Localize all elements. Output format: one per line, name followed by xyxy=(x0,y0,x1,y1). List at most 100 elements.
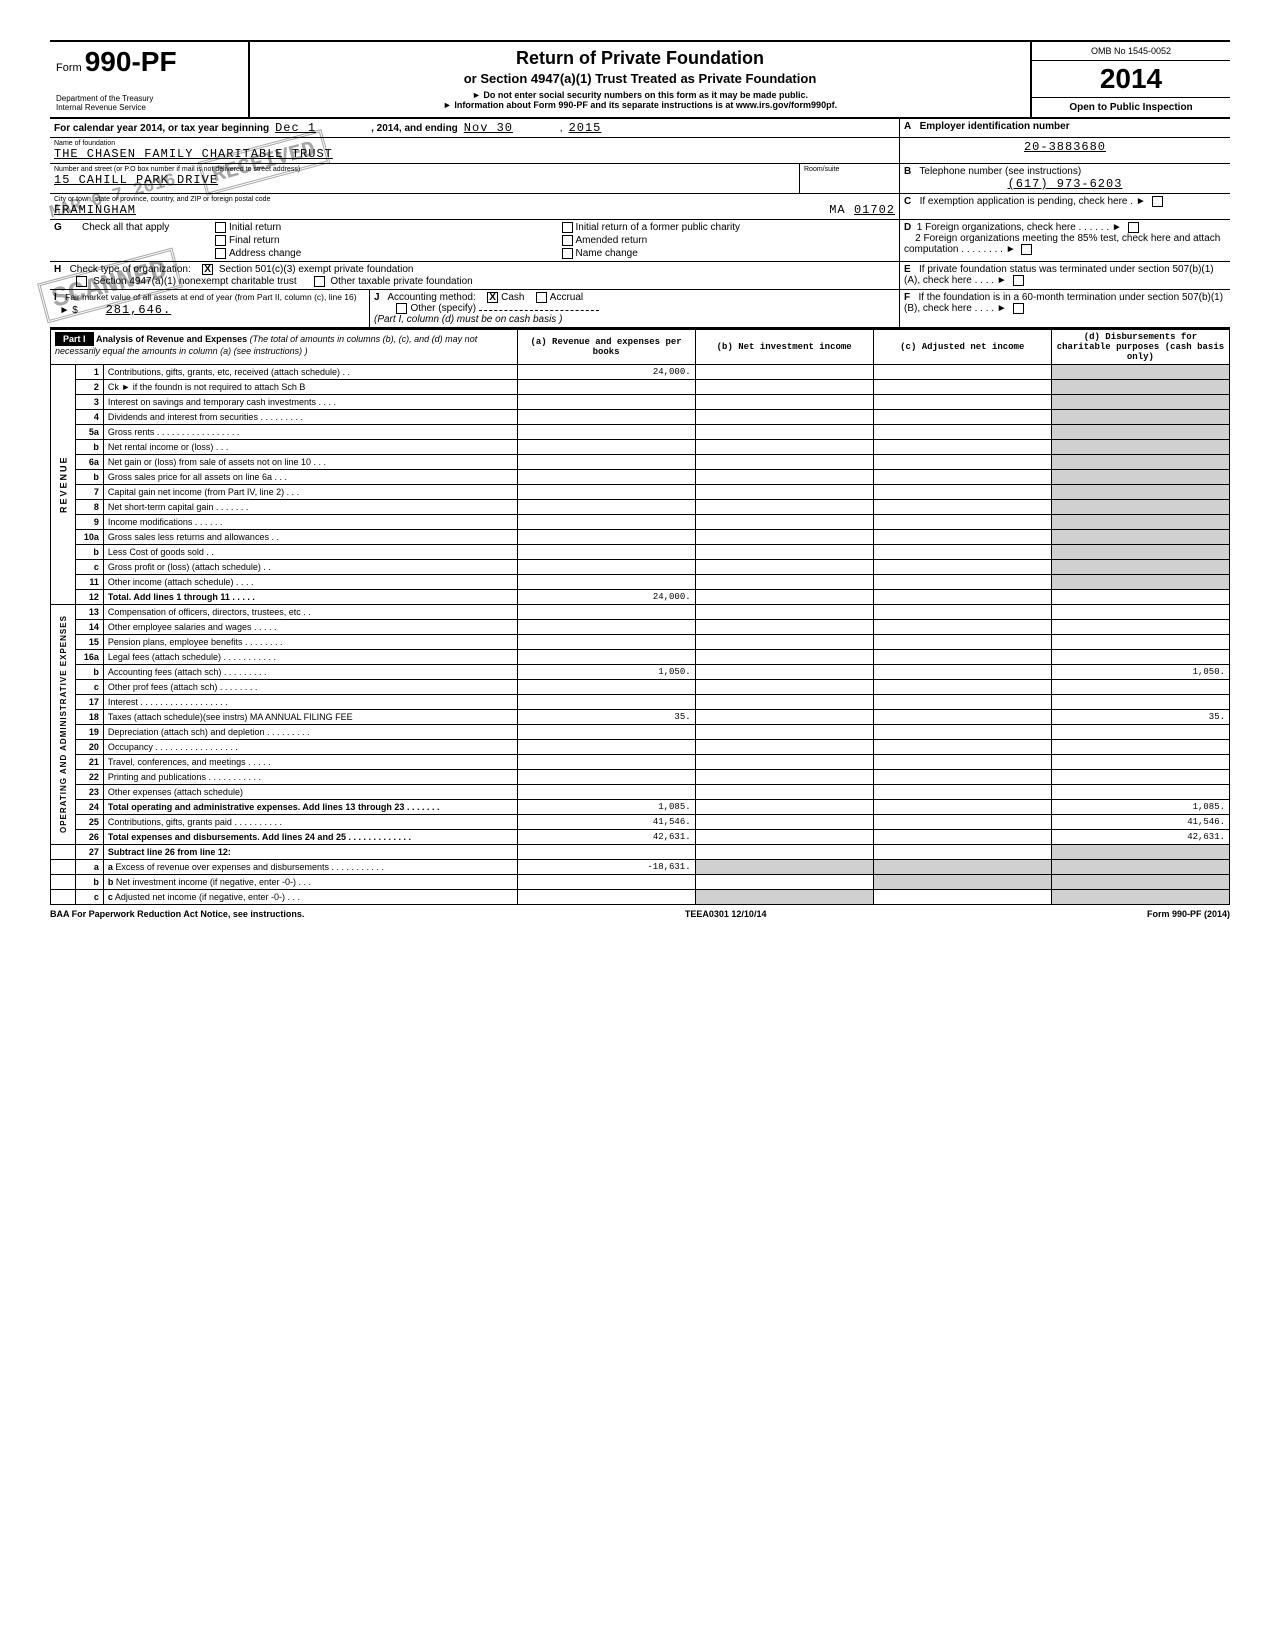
line-a xyxy=(517,769,695,784)
h-opt3: Other taxable private foundation xyxy=(330,276,472,287)
line-c xyxy=(873,859,1051,874)
line-d xyxy=(1051,439,1229,454)
h-other-checkbox[interactable] xyxy=(314,276,325,287)
c-label: If exemption application is pending, che… xyxy=(920,196,1146,207)
line-c xyxy=(873,739,1051,754)
h-501c3-checkbox[interactable]: X xyxy=(202,264,213,275)
line-number: 19 xyxy=(76,724,104,739)
line-c xyxy=(873,664,1051,679)
g-initial-former-checkbox[interactable] xyxy=(562,222,573,233)
line-desc: Other employee salaries and wages . . . … xyxy=(103,619,517,634)
line-desc: Travel, conferences, and meetings . . . … xyxy=(103,754,517,769)
line-desc: Subtract line 26 from line 12: xyxy=(103,844,517,859)
line-number: 17 xyxy=(76,694,104,709)
line-b xyxy=(695,799,873,814)
net-row: aa Excess of revenue over expenses and d… xyxy=(51,859,1230,874)
j-opt2: Other (specify) xyxy=(410,303,476,314)
expense-row: 24Total operating and administrative exp… xyxy=(51,799,1230,814)
j-accrual-checkbox[interactable] xyxy=(536,292,547,303)
g-initial-checkbox[interactable] xyxy=(215,222,226,233)
line-d: 41,546. xyxy=(1051,814,1229,829)
line-c xyxy=(873,754,1051,769)
dept-label: Department of the Treasury Internal Reve… xyxy=(56,95,242,113)
revenue-row: 12Total. Add lines 1 through 11 . . . . … xyxy=(51,589,1230,604)
line-d xyxy=(1051,874,1229,889)
blank-side xyxy=(51,859,76,874)
e-checkbox[interactable] xyxy=(1013,275,1024,286)
name-row: Name of foundation THE CHASEN FAMILY CHA… xyxy=(50,138,1230,164)
expense-row: 21Travel, conferences, and meetings . . … xyxy=(51,754,1230,769)
i-value: 281,646. xyxy=(106,303,172,317)
line-d xyxy=(1051,469,1229,484)
line-number: c xyxy=(76,559,104,574)
line-b xyxy=(695,454,873,469)
line-d: 42,631. xyxy=(1051,829,1229,844)
line-a xyxy=(517,649,695,664)
g-amended-checkbox[interactable] xyxy=(562,235,573,246)
expense-row: 25Contributions, gifts, grants paid . . … xyxy=(51,814,1230,829)
line-d xyxy=(1051,484,1229,499)
f-checkbox[interactable] xyxy=(1013,303,1024,314)
line-desc: Depreciation (attach sch) and depletion … xyxy=(103,724,517,739)
line-desc: c Adjusted net income (if negative, ente… xyxy=(103,889,517,904)
line-desc: Gross sales price for all assets on line… xyxy=(103,469,517,484)
ij-row: I Fair market value of all assets at end… xyxy=(50,290,1230,329)
g-name-checkbox[interactable] xyxy=(562,248,573,259)
line-b xyxy=(695,634,873,649)
tax-year: 2014 xyxy=(1032,61,1230,98)
line-b xyxy=(695,529,873,544)
ein-label: Employer identification number xyxy=(920,121,1070,132)
expense-row: 19Depreciation (attach sch) and depletio… xyxy=(51,724,1230,739)
c-checkbox[interactable] xyxy=(1152,196,1163,207)
line-number: 14 xyxy=(76,619,104,634)
j-cash-checkbox[interactable]: X xyxy=(487,292,498,303)
e-label: If private foundation status was termina… xyxy=(904,264,1214,286)
d2-checkbox[interactable] xyxy=(1021,244,1032,255)
line-d xyxy=(1051,604,1229,619)
line-c xyxy=(873,649,1051,664)
expense-row: cOther prof fees (attach sch) . . . . . … xyxy=(51,679,1230,694)
col-c-header: (c) Adjusted net income xyxy=(873,329,1051,364)
line-c xyxy=(873,694,1051,709)
line-d xyxy=(1051,574,1229,589)
part1-table: Part I Analysis of Revenue and Expenses … xyxy=(50,329,1230,905)
line-desc: Dividends and interest from securities .… xyxy=(103,409,517,424)
phone-label: Telephone number (see instructions) xyxy=(919,166,1081,177)
addr-label: Number and street (or P.O box number if … xyxy=(54,166,795,173)
addr-value: 15 CAHILL PARK DRIVE xyxy=(54,173,795,187)
h-label: Check type of organization: xyxy=(70,265,191,276)
d1-checkbox[interactable] xyxy=(1128,222,1139,233)
line-number: 4 xyxy=(76,409,104,424)
header-center: Return of Private Foundation or Section … xyxy=(250,42,1030,117)
line-number: 16a xyxy=(76,649,104,664)
expense-row: 14Other employee salaries and wages . . … xyxy=(51,619,1230,634)
line-number: 9 xyxy=(76,514,104,529)
e-letter: E xyxy=(904,264,911,275)
line-b xyxy=(695,829,873,844)
j-letter: J xyxy=(374,292,380,303)
expense-row: 20Occupancy . . . . . . . . . . . . . . … xyxy=(51,739,1230,754)
line-number: 25 xyxy=(76,814,104,829)
omb-number: OMB No 1545-0052 xyxy=(1032,42,1230,61)
j-opt1: Accrual xyxy=(550,292,583,303)
line-desc: Gross profit or (loss) (attach schedule)… xyxy=(103,559,517,574)
j-other-checkbox[interactable] xyxy=(396,303,407,314)
line-c xyxy=(873,409,1051,424)
line-d xyxy=(1051,844,1229,859)
ein-value: 20-3883680 xyxy=(904,140,1226,154)
line-a xyxy=(517,454,695,469)
revenue-row: bNet rental income or (loss) . . . xyxy=(51,439,1230,454)
g-final-checkbox[interactable] xyxy=(215,235,226,246)
revenue-row: bLess Cost of goods sold . . xyxy=(51,544,1230,559)
line-a xyxy=(517,469,695,484)
line-c xyxy=(873,709,1051,724)
h-4947-checkbox[interactable] xyxy=(76,276,87,287)
revenue-side-label: REVENUE xyxy=(51,364,76,604)
expense-row: OPERATING AND ADMINISTRATIVE EXPENSES13C… xyxy=(51,604,1230,619)
g-address-checkbox[interactable] xyxy=(215,248,226,259)
line-a xyxy=(517,634,695,649)
line-b xyxy=(695,559,873,574)
line-number: 21 xyxy=(76,754,104,769)
line-a: 24,000. xyxy=(517,364,695,379)
line-d xyxy=(1051,589,1229,604)
